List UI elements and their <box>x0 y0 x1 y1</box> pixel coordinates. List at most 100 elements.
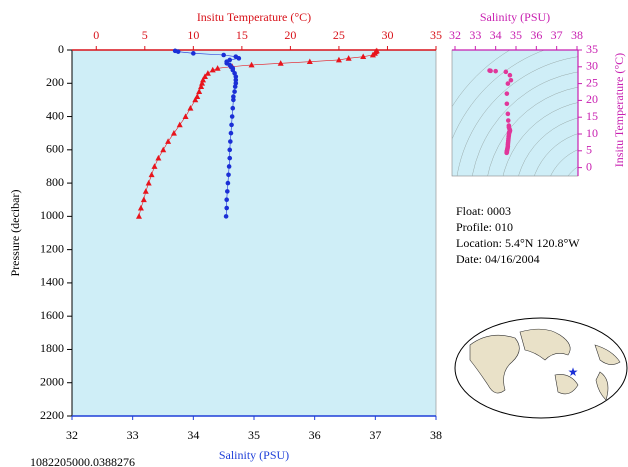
inset-y-tick-label: 0 <box>586 159 592 173</box>
info-block: Float: 0003 Profile: 010 Location: 5.4°N… <box>456 204 580 266</box>
data-point <box>248 61 255 68</box>
data-point <box>277 60 284 66</box>
data-point <box>507 72 513 78</box>
inset-y-tick-label: 25 <box>586 75 598 89</box>
data-point <box>142 188 149 194</box>
data-point <box>505 81 511 86</box>
data-point <box>360 53 367 60</box>
top-axis-title: Insitu Temperature (°C) <box>197 10 311 24</box>
y-tick-label: 800 <box>46 175 64 189</box>
data-point <box>225 189 230 194</box>
inset-x-title: Salinity (PSU) <box>480 10 550 24</box>
y-tick-label: 1400 <box>40 275 64 289</box>
x-tick-label: 35 <box>248 428 260 442</box>
info-line: Profile: 010 <box>456 220 513 234</box>
inset-x-tick-label: 35 <box>510 28 522 42</box>
inset-y-title: Insitu Temperature (°C) <box>612 53 626 167</box>
info-line: Float: 0003 <box>456 204 511 218</box>
data-point <box>233 74 239 79</box>
x2-tick-label: 25 <box>333 28 345 42</box>
data-point <box>227 147 233 153</box>
info-line: Date: 04/16/2004 <box>456 252 540 266</box>
data-point <box>306 58 313 65</box>
plot-background <box>71 49 437 417</box>
data-point <box>228 139 233 144</box>
data-point <box>504 150 509 156</box>
data-point <box>198 83 205 89</box>
data-point <box>504 101 510 107</box>
y-tick-label: 0 <box>58 42 64 56</box>
inset-x-tick-label: 32 <box>449 28 461 42</box>
data-point <box>165 138 172 144</box>
data-point <box>155 154 162 161</box>
y-tick-label: 2200 <box>40 408 64 422</box>
data-point <box>199 80 206 86</box>
data-point <box>221 52 226 58</box>
x2-tick-label: 15 <box>236 28 248 42</box>
inset-y-tick-label: 20 <box>586 92 598 106</box>
x-tick-label: 36 <box>309 428 321 442</box>
x2-tick-label: 20 <box>284 28 296 42</box>
data-point <box>504 91 510 96</box>
y-tick-label: 1800 <box>40 341 64 355</box>
y-tick-label: 600 <box>46 142 64 156</box>
data-point <box>145 179 152 186</box>
x-tick-label: 32 <box>66 428 78 442</box>
data-point <box>229 114 235 119</box>
y-tick-label: 1000 <box>40 208 64 222</box>
y-tick-label: 1200 <box>40 241 64 255</box>
inset-y-tick-label: 35 <box>586 42 598 56</box>
x2-tick-label: 35 <box>430 28 442 42</box>
data-point <box>170 129 177 136</box>
inset-x-tick-label: 37 <box>551 28 563 42</box>
data-point <box>508 77 514 83</box>
inset-x-tick-label: 33 <box>469 28 481 42</box>
data-point <box>225 180 231 186</box>
data-point <box>369 51 376 58</box>
inset-background <box>451 49 579 177</box>
data-point <box>176 121 183 128</box>
data-point <box>224 205 229 211</box>
data-point <box>160 146 167 153</box>
inset-y-tick-label: 10 <box>586 126 598 140</box>
bottom-axis-title: Salinity (PSU) <box>219 448 289 462</box>
y-tick-label: 400 <box>46 108 64 122</box>
data-point <box>231 97 236 103</box>
inset-y-tick-label: 15 <box>586 109 598 123</box>
data-point <box>135 213 142 219</box>
data-point <box>151 163 158 169</box>
x2-tick-label: 10 <box>187 28 199 42</box>
data-point <box>209 66 216 73</box>
x-tick-label: 37 <box>369 428 381 442</box>
x-tick-label: 33 <box>127 428 139 442</box>
data-point <box>148 171 155 178</box>
data-point <box>137 204 144 211</box>
data-point <box>228 130 234 136</box>
data-point <box>226 164 232 169</box>
data-point <box>230 105 236 111</box>
info-line: Location: 5.4°N 120.8°W <box>456 236 580 250</box>
data-point <box>345 55 352 61</box>
data-point <box>226 172 231 178</box>
data-point <box>191 51 196 56</box>
data-point <box>503 69 509 75</box>
data-point <box>224 197 229 203</box>
data-point <box>182 113 189 119</box>
data-point <box>229 122 234 128</box>
data-point <box>140 196 147 203</box>
x2-tick-label: 5 <box>142 28 148 42</box>
x-tick-label: 38 <box>430 428 442 442</box>
inset-x-tick-label: 36 <box>530 28 542 42</box>
data-point <box>175 49 181 54</box>
data-point <box>335 56 342 63</box>
y-axis-title: Pressure (decibar) <box>8 190 22 277</box>
inset-y-tick-label: 5 <box>586 143 592 157</box>
data-point <box>200 76 207 83</box>
data-point <box>505 118 511 123</box>
y-tick-label: 1600 <box>40 308 64 322</box>
data-point <box>187 105 194 111</box>
data-point <box>227 155 233 161</box>
x2-tick-label: 30 <box>381 28 393 42</box>
x2-tick-label: 0 <box>93 28 99 42</box>
